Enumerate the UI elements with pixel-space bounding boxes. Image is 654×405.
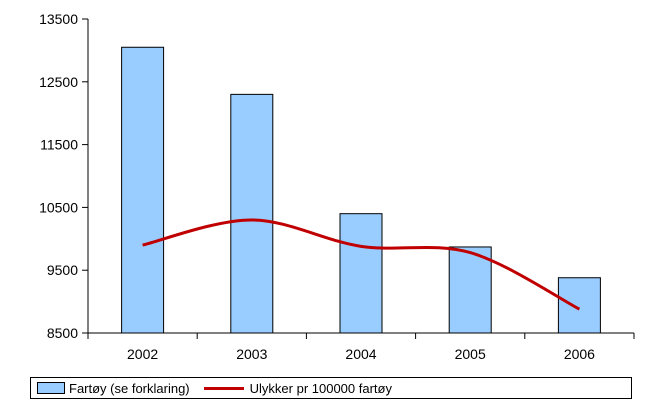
legend: Fartøy (se forklaring) Ulykker pr 100000…	[30, 377, 632, 399]
bar-2005	[448, 246, 492, 334]
bar-2004	[339, 213, 383, 334]
legend-item-bars: Fartøy (se forklaring)	[37, 381, 190, 396]
y-tick-label: 9500	[47, 262, 78, 278]
y-tick-label: 11500	[40, 137, 78, 153]
legend-line-swatch	[203, 386, 244, 390]
x-tick-label: 2003	[236, 346, 267, 362]
chart: 8500 9500 10500 11500 12500 13500 2002 2003 2004…	[39, 11, 635, 362]
y-tick-label: 13500	[39, 11, 78, 27]
legend-bar-swatch	[37, 382, 65, 394]
legend-bar-label: Fartøy (se forklaring)	[69, 380, 190, 396]
x-tick-label: 2002	[127, 346, 158, 362]
bar-2002	[121, 46, 165, 334]
x-tick-label: 2004	[345, 346, 376, 362]
y-tick-label: 10500	[39, 199, 78, 215]
x-tick-label: 2006	[564, 346, 595, 362]
line-series	[142, 218, 581, 311]
bar-2006	[557, 277, 601, 334]
y-tick-label: 12500	[39, 74, 78, 90]
legend-line-label: Ulykker pr 100000 fartøy	[249, 380, 392, 396]
legend-item-line: Ulykker pr 100000 fartøy	[203, 380, 392, 396]
x-tick-label: 2005	[455, 346, 486, 362]
y-tick-label: 8500	[47, 325, 78, 341]
bar-2003	[230, 93, 274, 334]
plot-area: 8500 9500 10500 11500 12500 13500 2002 2003 2004…	[39, 11, 635, 362]
